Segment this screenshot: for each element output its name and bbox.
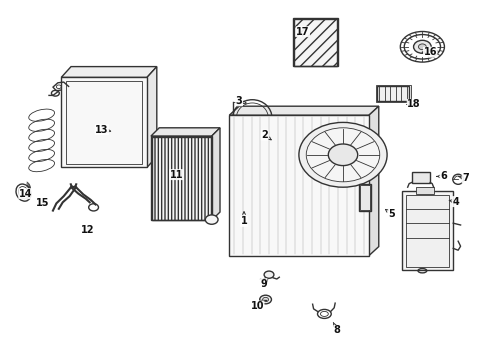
- Text: 15: 15: [36, 198, 50, 208]
- Bar: [402, 191, 453, 270]
- Text: 16: 16: [422, 47, 437, 57]
- Circle shape: [260, 295, 271, 304]
- Bar: [377, 86, 409, 101]
- Circle shape: [418, 44, 426, 50]
- Circle shape: [253, 125, 294, 156]
- Text: 3: 3: [236, 96, 246, 106]
- Text: 13: 13: [95, 125, 111, 135]
- Bar: [294, 19, 337, 66]
- Bar: [245, 133, 250, 148]
- Text: 5: 5: [386, 209, 395, 219]
- Polygon shape: [147, 67, 157, 167]
- Polygon shape: [229, 106, 379, 115]
- Polygon shape: [61, 67, 157, 77]
- Text: 1: 1: [241, 212, 247, 226]
- Text: 18: 18: [407, 99, 421, 109]
- Circle shape: [265, 134, 282, 147]
- Circle shape: [264, 271, 274, 278]
- Circle shape: [205, 215, 218, 224]
- Polygon shape: [151, 128, 220, 136]
- Circle shape: [299, 122, 387, 187]
- Text: 6: 6: [437, 171, 447, 181]
- Circle shape: [414, 40, 431, 53]
- Text: 14: 14: [19, 189, 32, 199]
- Circle shape: [328, 144, 358, 166]
- Bar: [359, 184, 371, 211]
- Bar: [360, 185, 370, 210]
- Bar: [376, 85, 411, 102]
- Text: 17: 17: [296, 27, 310, 37]
- Bar: [66, 81, 142, 164]
- Text: 8: 8: [333, 323, 341, 336]
- Bar: [293, 18, 338, 66]
- Bar: [406, 195, 449, 267]
- Bar: [416, 187, 434, 194]
- Bar: [229, 115, 369, 256]
- Text: 9: 9: [260, 279, 268, 289]
- Polygon shape: [369, 106, 379, 256]
- Text: 2: 2: [261, 130, 271, 140]
- Bar: [412, 172, 430, 183]
- Bar: [151, 136, 212, 220]
- Circle shape: [306, 128, 380, 182]
- Text: 7: 7: [459, 173, 469, 183]
- Text: 10: 10: [250, 301, 264, 311]
- Polygon shape: [212, 128, 220, 220]
- Bar: [152, 137, 211, 220]
- Text: 11: 11: [170, 170, 183, 180]
- Bar: [61, 77, 147, 167]
- Circle shape: [263, 297, 269, 302]
- Text: 12: 12: [80, 225, 94, 235]
- Text: 4: 4: [449, 197, 459, 207]
